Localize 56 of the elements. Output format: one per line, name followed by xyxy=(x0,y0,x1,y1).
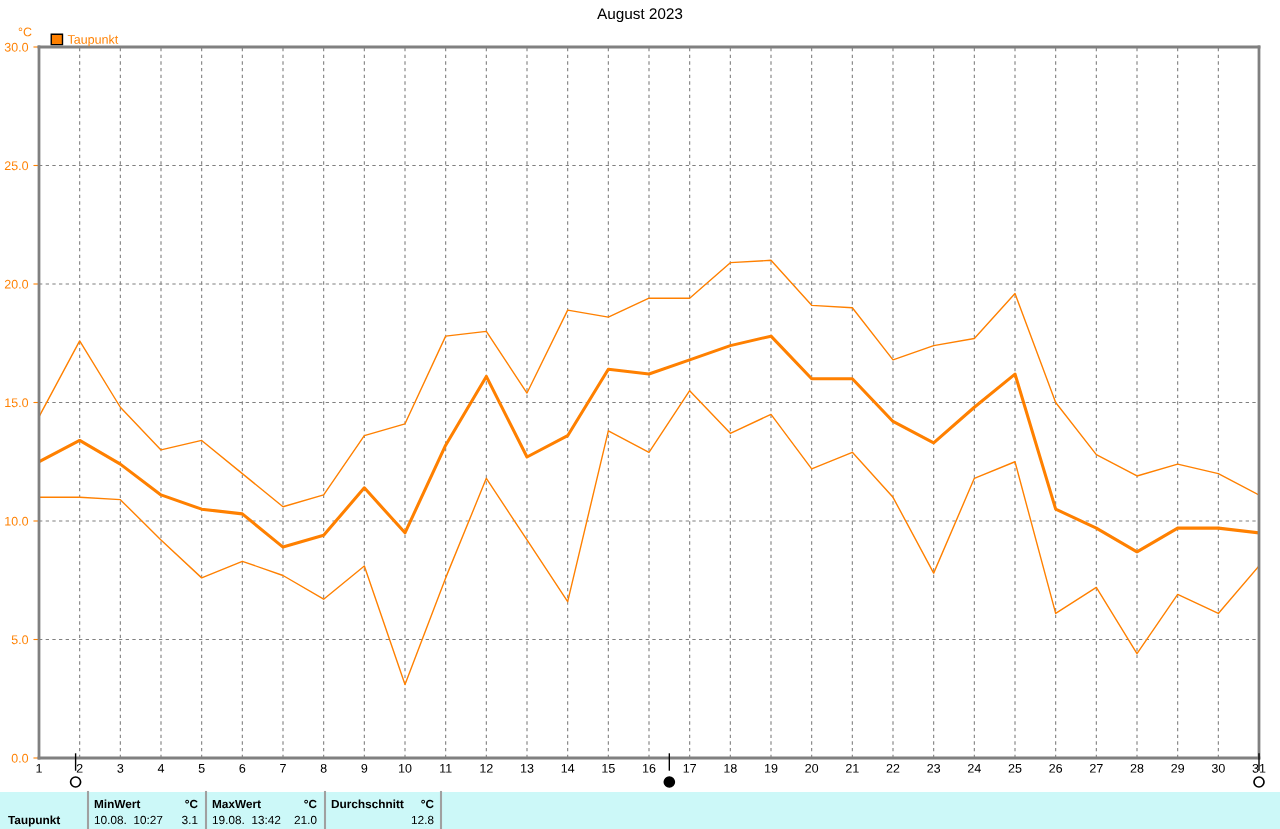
x-tick-label: 16 xyxy=(643,763,656,773)
text: Durchschnitt xyxy=(331,799,404,809)
y-tick-label: 5.0 xyxy=(11,635,29,645)
x-tick-label: 28 xyxy=(1130,763,1144,773)
x-tick-label: 1 xyxy=(36,764,42,773)
y-tick-label: 10.0 xyxy=(5,516,29,526)
x-tick-label: 31 xyxy=(1252,763,1266,773)
text: Taupunkt xyxy=(8,815,61,827)
y-tick-label: 0.0 xyxy=(11,753,29,763)
y-axis-title: °C xyxy=(18,27,32,37)
y-tick-label: 25.0 xyxy=(4,161,29,171)
text: °C xyxy=(421,799,434,809)
x-tick-label: 5 xyxy=(198,764,205,773)
x-tick-label: 15 xyxy=(602,764,615,773)
x-tick-label: 19 xyxy=(765,763,778,773)
text: 3.1 xyxy=(182,815,198,825)
x-tick-label: 3 xyxy=(117,763,124,773)
x-tick-label: 17 xyxy=(683,764,696,773)
text: °C xyxy=(304,799,317,809)
x-tick-label: 2 xyxy=(76,763,83,773)
x-tick-label: 10 xyxy=(399,763,412,773)
x-tick-label: 25 xyxy=(1008,763,1022,773)
x-tick-label: 8 xyxy=(320,763,327,773)
y-tick-label: 20.0 xyxy=(4,279,29,289)
x-tick-label: 4 xyxy=(157,764,165,773)
x-tick-label: 14 xyxy=(561,764,575,773)
x-tick-label: 7 xyxy=(280,764,286,773)
x-tick-label: 11 xyxy=(440,764,452,773)
x-tick-label: 20 xyxy=(805,763,819,773)
x-tick-label: 21 xyxy=(846,763,859,773)
text: °C xyxy=(185,799,198,809)
x-tick-label: 30 xyxy=(1211,763,1225,773)
x-tick-label: 12 xyxy=(480,763,493,773)
y-tick-label: 15.0 xyxy=(5,398,29,408)
legend-label: Taupunkt xyxy=(67,34,119,47)
x-tick-label: 13 xyxy=(521,763,534,773)
y-tick-label: 30.0 xyxy=(4,42,29,52)
text: 12.8 xyxy=(411,815,434,825)
text: 19.08. 13:42 xyxy=(212,815,281,825)
x-tick-label: 24 xyxy=(968,763,981,773)
x-tick-label: 6 xyxy=(239,763,246,773)
line-series xyxy=(39,389,1259,686)
line-series xyxy=(39,334,1259,554)
x-tick-label: 18 xyxy=(724,763,737,773)
text: 10.08. 10:27 xyxy=(94,815,163,825)
text: MaxWert xyxy=(212,799,261,809)
x-tick-label: 22 xyxy=(886,763,900,773)
x-tick-label: 23 xyxy=(927,763,941,773)
line-series xyxy=(39,259,1259,508)
text: MinWert xyxy=(94,799,141,809)
x-tick-label: 27 xyxy=(1090,763,1103,773)
text: 21.0 xyxy=(294,815,317,825)
x-tick-label: 9 xyxy=(361,763,368,773)
x-tick-label: 29 xyxy=(1171,763,1185,773)
x-tick-label: 26 xyxy=(1049,763,1063,773)
chart-title: August 2023 xyxy=(597,8,683,23)
